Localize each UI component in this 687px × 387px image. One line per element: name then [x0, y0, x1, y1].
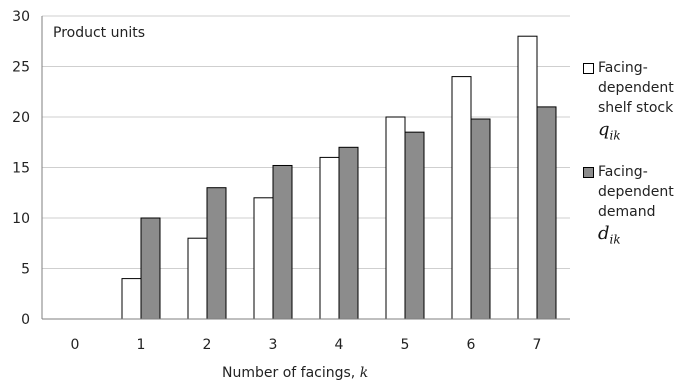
- bar-shelf-stock: [517, 35, 538, 320]
- axes: [41, 16, 570, 320]
- legend-symbol-q: qik: [598, 118, 687, 148]
- x-tick-labels: 0 1 2 3 4 5 6 7: [71, 337, 542, 353]
- symbol-subscript: ik: [609, 128, 621, 143]
- y-tick-label: 30: [12, 9, 30, 25]
- x-axis-label: Number of facings, k: [222, 365, 368, 381]
- grid-lines: [42, 15, 570, 269]
- symbol-base: d: [598, 222, 610, 244]
- x-tick-label: 2: [203, 337, 212, 353]
- y-tick-label: 20: [12, 110, 30, 126]
- y-tick-labels: 0 5 10 15 20 25 30: [12, 9, 30, 328]
- x-tick-label: 5: [401, 337, 410, 353]
- legend-label-line: demand: [598, 203, 656, 220]
- bar-shelf-stock: [451, 76, 472, 320]
- bar-shelf-stock: [385, 116, 406, 320]
- y-tick-label: 10: [12, 211, 30, 227]
- bar-demand: [272, 164, 293, 320]
- bar-demand: [338, 146, 359, 320]
- bar-demand: [536, 106, 557, 320]
- bar-shelf-stock: [253, 197, 274, 320]
- y-tick-label: 25: [12, 60, 30, 76]
- bar-demand: [404, 131, 425, 320]
- x-tick-label: 0: [71, 337, 80, 353]
- bars: [121, 35, 557, 320]
- symbol-subscript: ik: [609, 232, 621, 247]
- y-tick-label: 5: [21, 262, 30, 278]
- y-tick-label: 15: [12, 161, 30, 177]
- bar-demand: [140, 217, 161, 320]
- legend-symbol-d: dik: [598, 222, 687, 252]
- legend-label-line: dependent: [598, 80, 674, 96]
- legend-item-demand: Facing- dependent demand dik: [583, 162, 687, 252]
- unit-label: Product units: [53, 25, 146, 41]
- legend-swatch-shelf-stock: [583, 63, 594, 74]
- x-tick-label: 3: [269, 337, 278, 353]
- bar-shelf-stock: [187, 237, 208, 320]
- y-tick-label: 0: [21, 312, 30, 328]
- legend-label-line: Facing-: [598, 60, 648, 76]
- legend-label-line: Facing-: [598, 163, 648, 180]
- x-axis-variable: k: [359, 365, 369, 381]
- x-tick-label: 7: [533, 337, 542, 353]
- bar-shelf-stock: [319, 156, 340, 320]
- legend-label-line: dependent: [598, 183, 674, 200]
- legend: Facing- dependent shelf stock qik Facing…: [583, 58, 687, 265]
- symbol-base: q: [598, 119, 610, 140]
- bar-shelf-stock: [121, 278, 142, 320]
- legend-label-line: shelf stock: [598, 100, 674, 116]
- legend-item-shelf-stock: Facing- dependent shelf stock qik: [583, 58, 687, 148]
- legend-swatch-demand: [583, 166, 594, 178]
- bar-demand: [470, 118, 491, 320]
- x-tick-label: 4: [335, 337, 344, 353]
- bar-demand: [206, 187, 227, 320]
- x-tick-label: 6: [467, 337, 476, 353]
- x-tick-label: 1: [137, 337, 146, 353]
- x-axis-label-text: Number of facings,: [222, 365, 360, 381]
